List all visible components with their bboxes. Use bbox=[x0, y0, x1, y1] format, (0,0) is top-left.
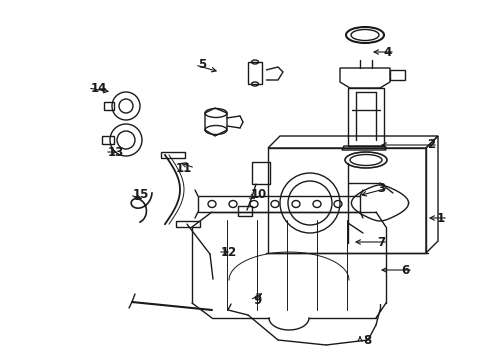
Text: 4: 4 bbox=[383, 45, 391, 58]
Text: 15: 15 bbox=[133, 189, 149, 202]
Text: 14: 14 bbox=[91, 81, 107, 94]
Bar bbox=[238, 206, 251, 216]
Bar bbox=[104, 102, 114, 110]
Text: 2: 2 bbox=[426, 139, 434, 152]
Bar bbox=[247, 62, 262, 84]
Text: 1: 1 bbox=[436, 211, 444, 225]
Text: 11: 11 bbox=[175, 162, 192, 175]
Text: 8: 8 bbox=[362, 333, 370, 346]
Bar bbox=[251, 162, 269, 184]
Text: 7: 7 bbox=[376, 235, 384, 248]
Bar bbox=[347, 88, 383, 146]
Text: 9: 9 bbox=[252, 293, 261, 306]
Bar bbox=[198, 196, 359, 212]
Text: 12: 12 bbox=[221, 246, 237, 258]
Text: 6: 6 bbox=[401, 264, 409, 276]
Bar bbox=[102, 136, 114, 144]
Text: 10: 10 bbox=[250, 189, 267, 202]
Text: 5: 5 bbox=[198, 58, 206, 72]
Text: 3: 3 bbox=[376, 181, 384, 194]
Text: 13: 13 bbox=[108, 145, 124, 158]
